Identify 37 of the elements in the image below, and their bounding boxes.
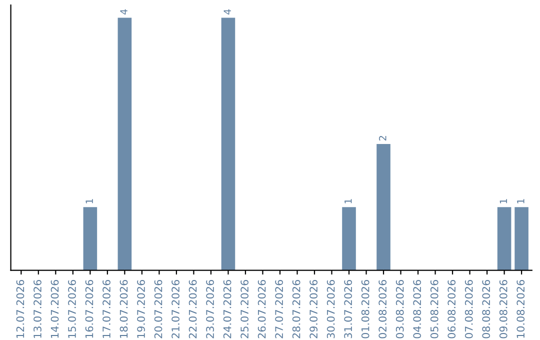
x-tick-label: 14.07.2026 [50, 280, 59, 338]
data-label: 1 [86, 199, 93, 204]
x-tick-label: 22.07.2026 [188, 280, 197, 338]
x-tick-label: 03.08.2026 [396, 280, 404, 338]
x-tick-label: 05.08.2026 [430, 280, 438, 338]
x-tick-label: 28.07.2026 [292, 280, 300, 338]
x-tick-label: 31.07.2026 [344, 280, 352, 338]
x-tick-label: 09.08.2026 [499, 280, 508, 338]
x-tick-label: 20.07.2026 [154, 280, 162, 338]
data-label: 1 [500, 199, 507, 204]
x-tick-label: 02.08.2026 [378, 280, 387, 338]
x-tick-label: 23.07.2026 [206, 280, 214, 338]
data-label: 2 [378, 136, 386, 141]
data-label: 1 [517, 199, 524, 204]
x-tick-label: 15.07.2026 [68, 280, 76, 338]
x-tick-label: 24.07.2026 [223, 280, 232, 338]
x-tick-label: 04.08.2026 [413, 280, 422, 338]
x-tick-label: 25.07.2026 [240, 280, 248, 338]
x-tick-label: 18.07.2026 [120, 280, 128, 338]
x-tick-label: 19.07.2026 [137, 280, 145, 338]
x-tick-label: 27.07.2026 [275, 280, 283, 338]
x-tick-label: 29.07.2026 [310, 280, 318, 338]
data-label: 1 [344, 199, 352, 204]
x-tick-label: 30.07.2026 [326, 280, 335, 338]
x-tick-label: 07.08.2026 [464, 280, 473, 338]
x-tick-label: 13.07.2026 [34, 280, 42, 338]
x-tick-label: 12.07.2026 [16, 280, 24, 338]
x-tick-label: 21.07.2026 [172, 280, 180, 338]
x-tick-label: 01.08.2026 [361, 280, 370, 338]
x-tick-label: 06.08.2026 [448, 280, 456, 338]
x-tick-label: 10.08.2026 [516, 280, 525, 338]
x-tick-label: 08.08.2026 [482, 280, 490, 338]
data-label: 4 [120, 9, 128, 14]
x-tick-label: 26.07.2026 [258, 280, 266, 338]
x-tick-label: 17.07.2026 [102, 280, 110, 338]
x-tick-label: 16.07.2026 [85, 280, 94, 338]
data-label: 4 [224, 9, 231, 14]
